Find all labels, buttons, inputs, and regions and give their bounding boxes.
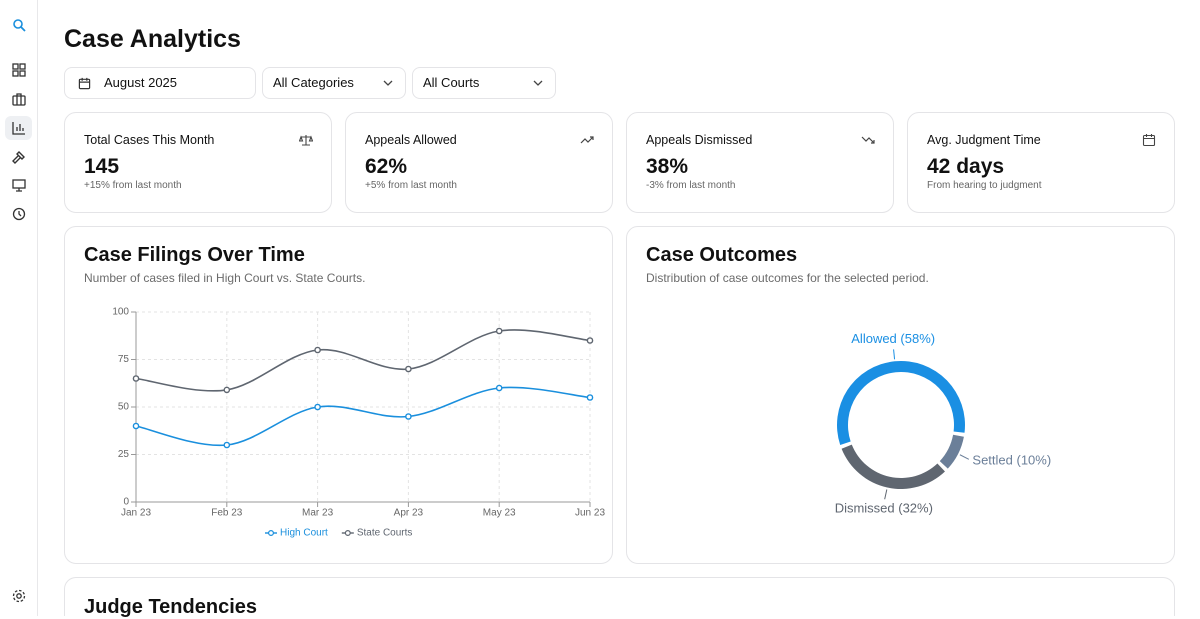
- chart-card: Case Filings Over Time Number of cases f…: [64, 226, 613, 564]
- stat-label: Appeals Allowed: [365, 133, 457, 147]
- y-tick-label: 25: [118, 449, 130, 460]
- stat-note: +15% from last month: [84, 180, 182, 191]
- stat-value: 42 days: [927, 155, 1005, 178]
- data-point: [495, 384, 503, 392]
- stat-label: Appeals Dismissed: [646, 133, 753, 147]
- stat-card: Appeals Allowed 62% +5% from last month: [345, 112, 613, 213]
- y-tick-label: 50: [118, 402, 130, 413]
- legend-marker: [344, 530, 351, 537]
- slice-label: Settled (10%): [972, 453, 1051, 468]
- donut-chart: Allowed (58%) Settled (10%) Dismissed (32%…: [835, 331, 1051, 516]
- leader-line: [884, 489, 888, 500]
- data-point: [586, 394, 594, 401]
- donut-slice: [939, 434, 964, 469]
- page-title: Case Analytics: [64, 25, 241, 53]
- trend-down-icon: [861, 136, 875, 144]
- stat-card: Total Cases This Month 145 +15% from las…: [64, 112, 332, 213]
- data-point: [405, 365, 412, 373]
- data-point: [223, 386, 231, 394]
- stat-note: From hearing to judgment: [927, 180, 1042, 191]
- slice-label: Allowed (58%): [851, 331, 935, 346]
- y-tick-label: 100: [112, 307, 129, 318]
- x-tick-label: May 23: [483, 508, 516, 519]
- stat-label: Total Cases This Month: [84, 133, 215, 147]
- stat-card: Avg. Judgment Time 42 days From hearing …: [907, 112, 1175, 213]
- calendar-icon: [1142, 134, 1156, 147]
- chart-title: Case Filings Over Time: [84, 244, 305, 266]
- filter-text: All Courts: [423, 75, 480, 90]
- series-line: [135, 329, 591, 392]
- stat-card: Appeals Dismissed 38% -3% from last mont…: [626, 112, 894, 213]
- stat-value: 145: [84, 155, 120, 178]
- donut-slice: [837, 361, 965, 445]
- series-line: [135, 386, 591, 447]
- chevron: [383, 80, 393, 86]
- y-tick-label: 75: [118, 354, 130, 365]
- chevron: [533, 80, 543, 86]
- trend-up-icon: [580, 136, 594, 144]
- chart-subtitle: Number of cases filed in High Court vs. …: [84, 271, 366, 285]
- nav-analytics[interactable]: [11, 120, 27, 136]
- legend-marker: [268, 530, 275, 537]
- stat-value: 62%: [365, 155, 408, 178]
- stat-note: +5% from last month: [365, 180, 457, 191]
- nav-cases[interactable]: [11, 91, 27, 107]
- section-card: Judge Tendencies: [64, 577, 1175, 618]
- x-tick-label: Jan 23: [121, 508, 151, 519]
- leader-line: [893, 349, 896, 360]
- nav-judges[interactable]: [11, 149, 27, 165]
- logo[interactable]: [11, 17, 27, 33]
- date-filter[interactable]: August 2025: [64, 67, 256, 99]
- x-tick-label: Apr 23: [394, 508, 424, 519]
- y-tick-label: 0: [123, 497, 129, 508]
- legend-label: High Court: [280, 528, 328, 539]
- chart-subtitle: Distribution of case outcomes for the se…: [646, 271, 929, 285]
- filter-text: All Categories: [273, 75, 354, 90]
- nav-presentations[interactable]: [11, 177, 27, 193]
- scale-icon: [299, 135, 313, 146]
- stat-note: -3% from last month: [646, 180, 736, 191]
- nav-active-bg: [5, 116, 32, 140]
- x-tick-label: Mar 23: [302, 508, 334, 519]
- section-title: Judge Tendencies: [84, 596, 258, 618]
- nav-settings[interactable]: [11, 588, 27, 604]
- data-point: [314, 346, 321, 354]
- data-point: [495, 327, 503, 335]
- category-filter[interactable]: All Categories: [262, 67, 406, 99]
- nav-history[interactable]: [11, 206, 27, 222]
- calendar-icon: [78, 77, 91, 90]
- court-filter[interactable]: All Courts: [412, 67, 556, 99]
- sidebar: [0, 0, 38, 616]
- chart-card: Case Outcomes Distribution of case outco…: [626, 226, 1175, 564]
- slice-label: Dismissed (32%): [835, 501, 933, 516]
- data-point: [405, 413, 412, 420]
- data-point: [132, 422, 140, 430]
- stat-label: Avg. Judgment Time: [927, 133, 1041, 147]
- chart-title: Case Outcomes: [646, 244, 798, 266]
- line-chart: 0 25 50 75 100 Jan 23 Feb 23 Mar 23 Apr 23 May 23…: [112, 307, 605, 539]
- data-point: [314, 403, 321, 411]
- nav-dashboard[interactable]: [11, 62, 27, 78]
- legend-label: State Courts: [357, 528, 413, 539]
- leader-line: [959, 454, 970, 460]
- stat-value: 38%: [646, 155, 689, 178]
- x-tick-label: Jun 23: [575, 508, 605, 519]
- donut-slice: [841, 444, 945, 489]
- x-tick-label: Feb 23: [211, 508, 243, 519]
- data-point: [132, 375, 140, 382]
- filter-text: August 2025: [104, 75, 178, 90]
- data-point: [223, 441, 231, 449]
- data-point: [586, 337, 594, 344]
